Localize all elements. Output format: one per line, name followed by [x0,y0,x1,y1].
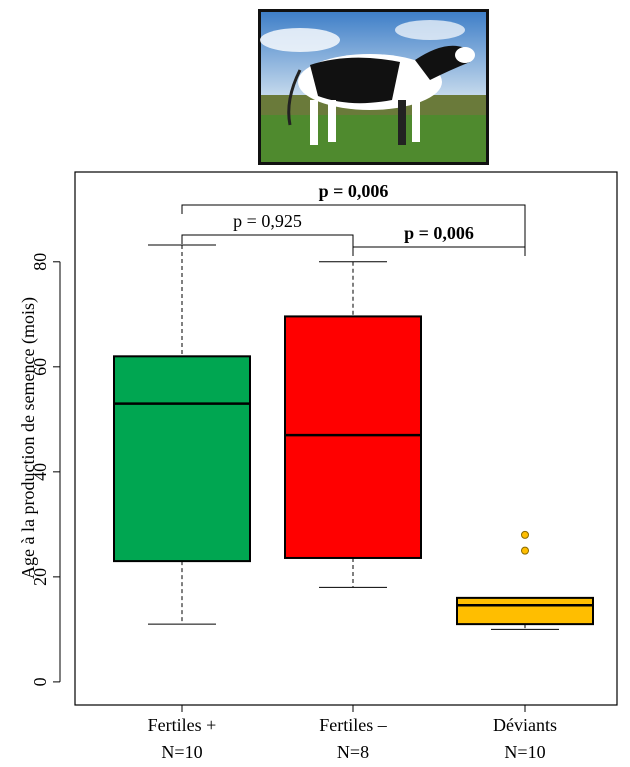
y-tick-label: 40 [30,463,50,481]
box [284,315,422,559]
p-value-label: p = 0,006 [404,223,474,243]
p-value-label: p = 0,925 [233,211,302,231]
significance-bracket [352,246,526,256]
group-size-label: N=10 [504,742,545,762]
cow-photo [258,9,489,165]
y-tick-label: 20 [30,568,50,586]
group-size-label: N=10 [161,742,202,762]
group-size-label: N=8 [337,742,369,762]
x-tick-label: Fertiles + [148,715,217,735]
y-tick-label: 0 [30,677,50,686]
x-tick-label: Fertiles – [319,715,387,735]
y-tick-label: 80 [30,253,50,271]
significance-bracket [181,204,526,250]
outlier [521,530,529,539]
x-tick-label: Déviants [493,715,557,735]
p-value-label: p = 0,006 [319,181,389,201]
significance-bracket [181,234,354,253]
outlier [521,546,529,555]
box [456,596,594,626]
box [113,355,251,563]
y-axis-label: Age à la production de semence (mois) [18,297,39,579]
y-tick-label: 60 [30,358,50,376]
